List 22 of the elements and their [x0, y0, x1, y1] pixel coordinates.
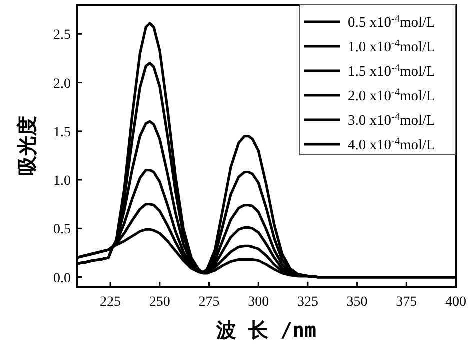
x-tick-label: 275 — [198, 295, 220, 310]
legend-label: 0.5 x10$^{-4}$mol/L — [348, 14, 436, 31]
x-tick-label: 225 — [100, 295, 122, 310]
y-axis-title: 吸光度 — [16, 116, 39, 176]
x-tick-label: 375 — [396, 295, 418, 310]
y-tick-label: 2.0 — [54, 76, 71, 92]
x-tick-label: 350 — [346, 295, 368, 310]
y-tick-label: 0.5 — [54, 222, 71, 238]
x-tick-label: 400 — [446, 295, 466, 310]
y-tick-label: 2.5 — [54, 28, 71, 44]
y-tick-label: 1.0 — [54, 174, 71, 190]
y-tick-label: 0.0 — [54, 271, 71, 286]
x-tick-label: 300 — [248, 295, 270, 310]
legend-label: 3.0 x10$^{-4}$mol/L — [348, 112, 436, 129]
y-tick-label: 1.5 — [54, 125, 71, 140]
x-tick-label: 250 — [149, 295, 170, 310]
x-axis-title: 波 长 /nm — [215, 318, 317, 342]
legend-label: 2.0 x10$^{-4}$mol/L — [348, 87, 436, 104]
legend-label: 1.0 x10$^{-4}$mol/L — [348, 38, 436, 56]
legend-label: 4.0 x10$^{-4}$mol/L — [348, 136, 436, 154]
legend-label: 1.5 x10$^{-4}$mol/L — [348, 62, 436, 80]
x-tick-label: 325 — [297, 295, 318, 310]
